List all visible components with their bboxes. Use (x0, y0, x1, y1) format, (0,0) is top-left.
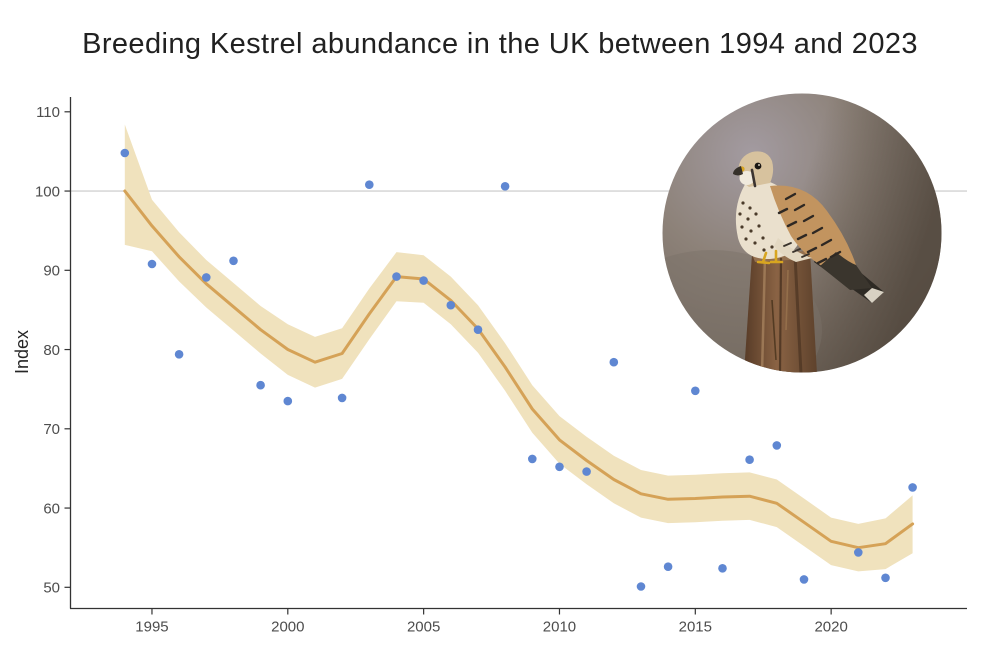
x-tick-label: 2000 (271, 619, 304, 636)
data-point (555, 462, 564, 472)
data-point (582, 467, 591, 476)
y-tick-label: 80 (43, 342, 60, 359)
y-tick-label: 110 (36, 104, 60, 121)
data-point (881, 573, 890, 583)
y-tick-label: 90 (43, 263, 60, 280)
data-point (419, 276, 428, 285)
data-point (500, 182, 510, 191)
data-point (528, 454, 537, 464)
x-tick-label: 2010 (543, 619, 576, 636)
data-point (147, 259, 157, 269)
y-tick-label: 60 (43, 500, 60, 517)
data-point (392, 272, 401, 281)
kestrel-photo (662, 93, 942, 373)
y-axis-title: Index (12, 330, 32, 374)
y-tick-label: 70 (43, 421, 60, 438)
data-point (745, 455, 754, 465)
data-point (908, 483, 917, 492)
data-point (202, 273, 211, 282)
data-point (229, 256, 238, 266)
x-tick-label: 2005 (407, 619, 440, 636)
data-point (772, 441, 782, 450)
data-point (365, 180, 374, 189)
confidence-ribbon (124, 124, 913, 572)
confidence-band (124, 124, 913, 572)
data-point (174, 350, 184, 359)
y-tick-label: 50 (43, 580, 60, 597)
y-axis-ticks: 50 60 70 80 90 100 110 (35, 104, 71, 597)
axes (69, 97, 967, 610)
data-point (337, 393, 347, 403)
trend-line (123, 189, 915, 550)
trend-path (123, 189, 915, 550)
chart-title: Breeding Kestrel abundance in the UK bet… (82, 28, 918, 60)
data-point (663, 562, 673, 571)
data-point (718, 564, 727, 573)
x-tick-label: 2015 (679, 619, 712, 636)
wooden-post (744, 251, 817, 373)
x-tick-label: 2020 (814, 619, 847, 636)
data-point (636, 582, 646, 591)
data-point (799, 575, 809, 584)
data-point (120, 148, 130, 158)
x-tick-label: 1995 (135, 619, 168, 636)
data-point (854, 548, 863, 557)
data-point (446, 300, 456, 310)
kestrel-bird (733, 151, 884, 303)
x-axis-ticks: 1995 2000 2005 2010 2015 2020 (135, 608, 848, 636)
data-points (120, 148, 917, 591)
data-point (283, 396, 293, 406)
data-point (609, 357, 619, 367)
data-point (473, 325, 483, 335)
data-point (691, 386, 700, 396)
y-tick-label: 100 (35, 183, 60, 200)
data-point (256, 380, 265, 390)
